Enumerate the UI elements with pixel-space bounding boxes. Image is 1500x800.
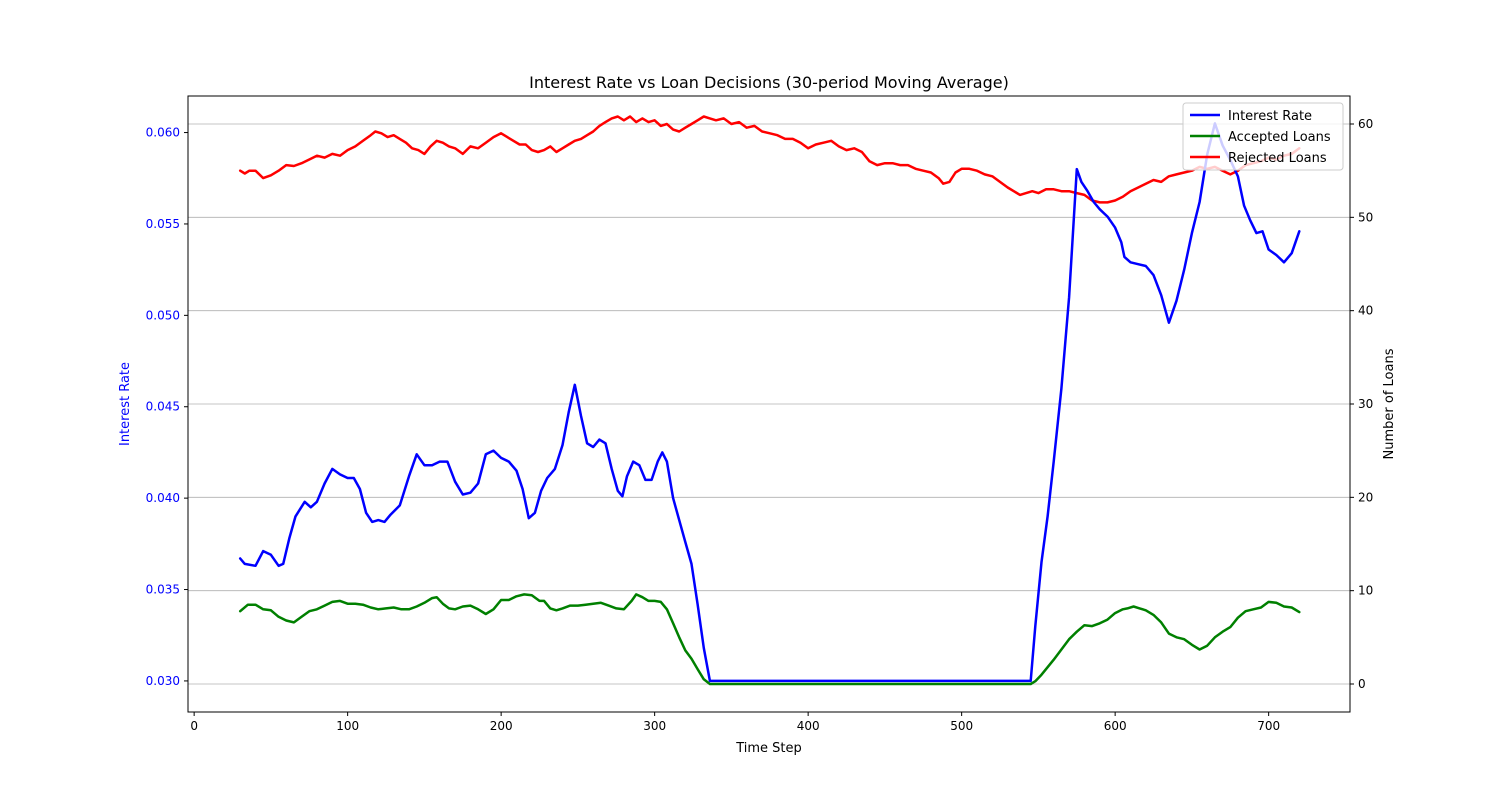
x-tick-label: 700 [1257, 719, 1280, 733]
y-left-tick-label: 0.060 [146, 126, 180, 140]
y-right-tick-label: 60 [1358, 117, 1373, 131]
x-axis-label: Time Step [735, 741, 802, 756]
grid-lines [188, 123, 1350, 685]
series-line-rejected-loans [238, 115, 1301, 204]
x-tick-label: 200 [490, 719, 513, 733]
y-left-tick-label: 0.035 [146, 583, 180, 597]
legend-label-rejected-loans: Rejected Loans [1228, 151, 1327, 166]
legend-box [1182, 102, 1344, 171]
y-right-tick-label: 0 [1358, 677, 1366, 691]
y-left-axis-ticks: 0.030 0.035 0.040 0.045 0.050 0.055 0.060 [146, 126, 188, 688]
series-line-accepted-loans [238, 593, 1301, 686]
y-right-axis-ticks: 0 10 20 30 40 50 60 [1350, 117, 1373, 691]
x-axis-ticks: 0 100 200 300 400 500 600 700 [190, 712, 1280, 733]
y-left-tick-label: 0.045 [146, 400, 180, 414]
x-tick-label: 100 [336, 719, 359, 733]
plot-series [238, 115, 1301, 686]
y-left-tick-label: 0.050 [146, 308, 180, 322]
series-line-interest-rate [238, 122, 1301, 683]
y-right-tick-label: 10 [1358, 584, 1373, 598]
y-left-tick-label: 0.055 [146, 217, 180, 231]
y-right-tick-label: 40 [1358, 304, 1373, 318]
x-tick-label: 500 [950, 719, 973, 733]
y-right-tick-label: 50 [1358, 210, 1373, 224]
y-right-axis-label: Number of Loans [1382, 348, 1397, 459]
x-tick-label: 400 [797, 719, 820, 733]
y-left-axis-label: Interest Rate [118, 362, 133, 446]
legend: Interest Rate Accepted Loans Rejected Lo… [1182, 102, 1344, 171]
y-right-tick-label: 20 [1358, 490, 1373, 504]
x-tick-label: 0 [190, 719, 198, 733]
y-right-tick-label: 30 [1358, 397, 1373, 411]
y-left-tick-label: 0.040 [146, 491, 180, 505]
legend-label-interest-rate: Interest Rate [1228, 109, 1312, 124]
chart-title: Interest Rate vs Loan Decisions (30-peri… [529, 73, 1009, 92]
legend-label-accepted-loans: Accepted Loans [1228, 130, 1331, 145]
y-left-tick-label: 0.030 [146, 674, 180, 688]
x-tick-label: 600 [1104, 719, 1127, 733]
x-tick-label: 300 [643, 719, 666, 733]
